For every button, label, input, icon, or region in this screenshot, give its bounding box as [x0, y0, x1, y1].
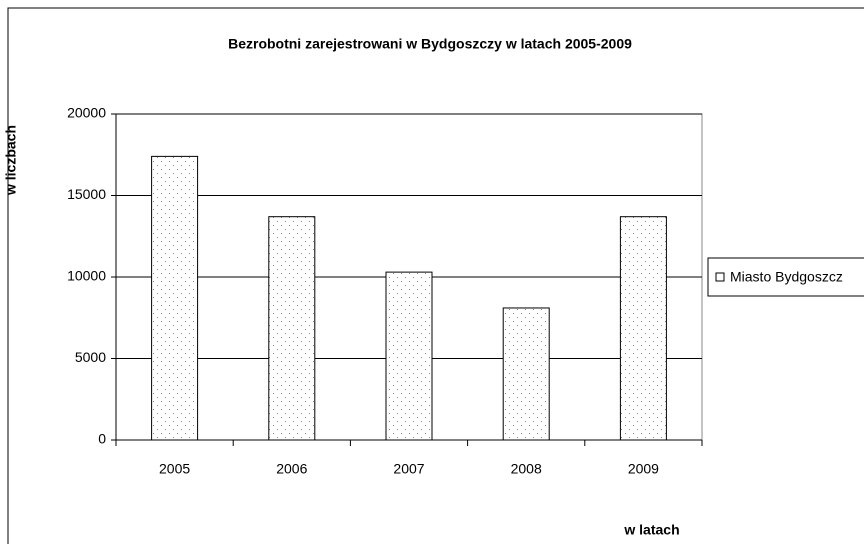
- y-axis-title: w liczbach: [3, 125, 19, 196]
- x-tick-label: 2006: [276, 461, 307, 477]
- bar: [619, 216, 667, 441]
- legend-swatch: [715, 272, 725, 282]
- bar: [268, 216, 316, 441]
- legend: [707, 257, 864, 297]
- y-tick-label: 5000: [75, 349, 106, 365]
- chart-title: Bezrobotni zarejestrowani w Bydgoszczy w…: [228, 36, 632, 52]
- y-tick-label: 15000: [67, 186, 106, 202]
- legend-label: Miasto Bydgoszcz: [730, 269, 843, 285]
- bar: [502, 307, 550, 441]
- x-tick-label: 2007: [393, 461, 424, 477]
- bar: [151, 155, 199, 441]
- x-axis-title: w latach: [623, 522, 679, 538]
- x-tick-label: 2009: [628, 461, 659, 477]
- x-tick-label: 2008: [511, 461, 542, 477]
- y-tick-label: 10000: [67, 268, 106, 284]
- y-tick-label: 20000: [67, 105, 106, 121]
- x-tick-label: 2005: [159, 461, 190, 477]
- y-tick-label: 0: [98, 431, 106, 447]
- bar: [385, 271, 433, 441]
